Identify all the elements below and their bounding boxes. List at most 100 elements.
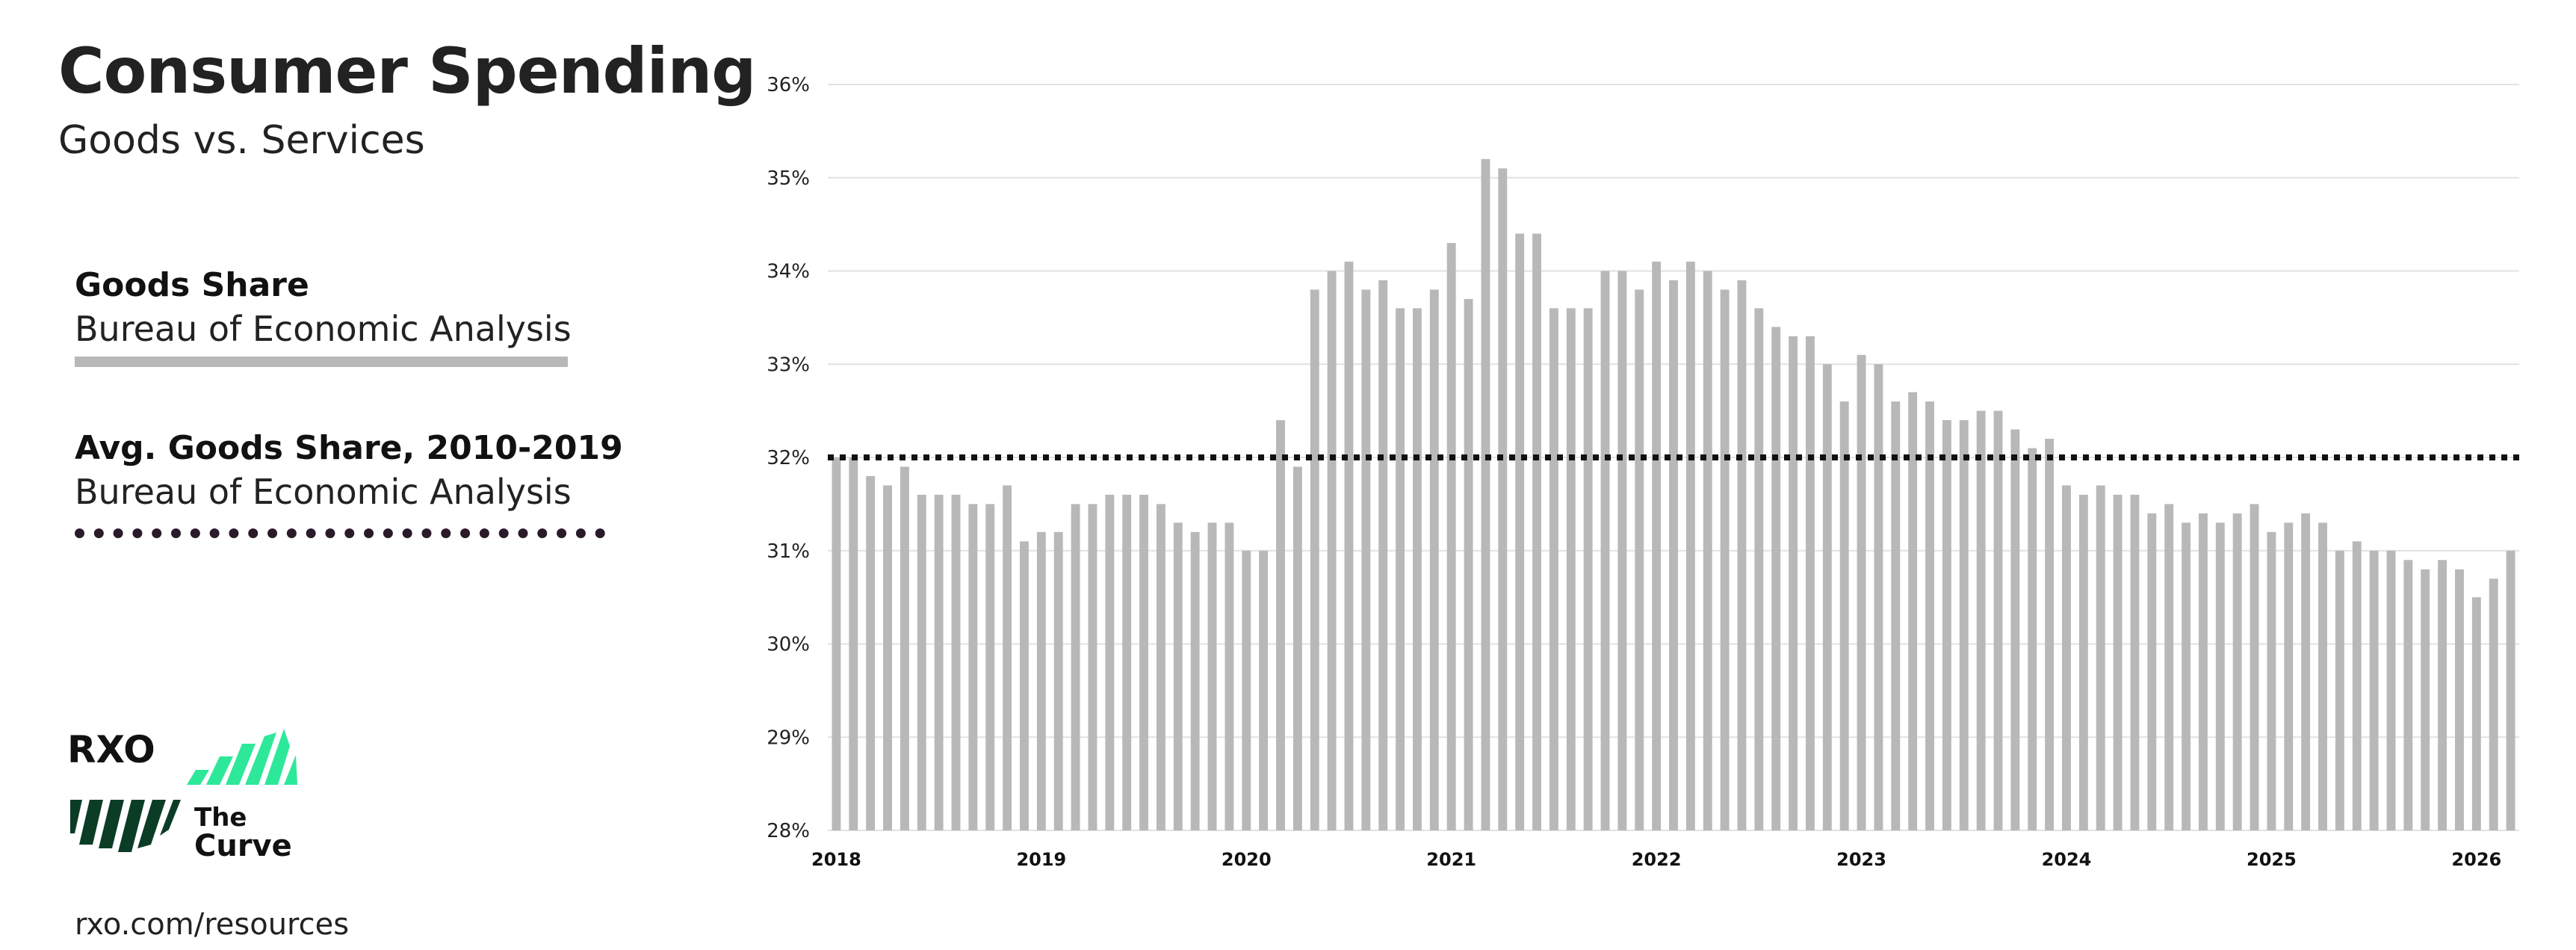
bar <box>2506 550 2515 830</box>
bar <box>1908 392 1918 830</box>
bar <box>1532 233 1541 831</box>
bar <box>2489 579 2498 830</box>
bar <box>1959 420 1969 830</box>
bar <box>1276 420 1285 830</box>
bar <box>1703 271 1712 830</box>
bar <box>1737 280 1747 831</box>
y-tick-label: 36% <box>767 74 810 96</box>
bar <box>917 494 926 830</box>
bar <box>1515 233 1525 831</box>
y-tick-label: 28% <box>767 820 810 842</box>
bar <box>1839 401 1849 830</box>
legend-swatch-dotted <box>75 528 605 538</box>
bar <box>1396 308 1405 830</box>
legend-label: Avg. Goods Share, 2010-2019 <box>75 429 623 467</box>
bar <box>1481 158 1490 831</box>
bar <box>1190 531 1200 830</box>
bar <box>2096 485 2105 830</box>
bar <box>883 485 892 830</box>
bar <box>1327 271 1337 830</box>
bar <box>1771 327 1781 831</box>
bar <box>2010 429 2020 830</box>
bar <box>1754 308 1764 830</box>
bar <box>2028 448 2037 830</box>
bar <box>2438 560 2447 830</box>
bar <box>1976 410 1986 830</box>
bar <box>1310 289 1319 830</box>
bar <box>1566 308 1576 830</box>
bar <box>1003 485 1012 830</box>
bar <box>2198 513 2208 830</box>
bar <box>1224 522 1234 830</box>
x-axis-ticks: 2018 2019 2020 2021 2022 2023 2024 2025 2026 <box>811 849 2501 870</box>
bar <box>2182 522 2191 830</box>
bar <box>951 494 961 830</box>
bar <box>1361 289 1371 830</box>
y-tick-label: 31% <box>767 540 810 563</box>
x-tick-label: 2020 <box>1222 849 1272 870</box>
logo-dark-stripes-icon <box>70 800 181 852</box>
legend-source: Bureau of Economic Analysis <box>75 472 572 512</box>
bar <box>1617 271 1627 830</box>
bar <box>1071 504 1080 830</box>
bar <box>1498 168 1508 830</box>
bar <box>1583 308 1593 830</box>
x-tick-label: 2021 <box>1426 849 1476 870</box>
bar <box>832 457 841 830</box>
bar <box>934 494 944 830</box>
x-tick-label: 2026 <box>2451 849 2501 870</box>
bar <box>2284 522 2294 830</box>
bar <box>1857 354 1866 830</box>
legend-label: Goods Share <box>75 266 309 304</box>
bar <box>2403 560 2413 830</box>
bar <box>1105 494 1115 830</box>
bar <box>2455 569 2464 830</box>
bar <box>2147 513 2157 830</box>
bar <box>1036 531 1046 830</box>
bar-layer <box>832 158 2515 831</box>
legend-item-avg-goods-share: Avg. Goods Share, 2010-2019 Bureau of Ec… <box>75 429 623 538</box>
bar <box>1720 289 1730 830</box>
y-tick-label: 30% <box>767 634 810 656</box>
bar <box>1806 336 1815 830</box>
logo-brand-text: RXO <box>67 728 155 771</box>
bar <box>2318 522 2327 830</box>
bar <box>1020 541 1029 830</box>
bar <box>2421 569 2430 830</box>
bar <box>2352 541 2362 830</box>
logo-product-line1: The <box>194 803 247 833</box>
page-subtitle: Goods vs. Services <box>58 118 425 163</box>
bar <box>1088 504 1097 830</box>
y-tick-label: 33% <box>767 354 810 376</box>
x-tick-label: 2019 <box>1016 849 1066 870</box>
x-tick-label: 2018 <box>811 849 861 870</box>
bar <box>1822 364 1832 830</box>
bar <box>2471 597 2481 830</box>
bar <box>1789 336 1798 830</box>
bar <box>1139 494 1149 830</box>
bar <box>1549 308 1558 830</box>
bar <box>1413 308 1422 830</box>
bar <box>1942 420 1951 830</box>
bar <box>2130 494 2140 830</box>
bar <box>2386 550 2396 830</box>
logo-green-stripes-icon <box>187 729 297 785</box>
bar <box>1242 550 1251 830</box>
y-axis-ticks: 28% 29% 30% 31% 32% 33% 34% 35% 36% <box>767 74 810 842</box>
bar <box>2301 513 2311 830</box>
bar <box>2078 494 2088 830</box>
bar <box>2113 494 2123 830</box>
bar <box>1685 262 1695 830</box>
bar <box>1429 289 1439 830</box>
x-tick-label: 2024 <box>2042 849 2092 870</box>
bar <box>1344 262 1354 830</box>
footer-url[interactable]: rxo.com/resources <box>75 907 350 942</box>
bar <box>1652 262 1662 830</box>
logo-product-line2: Curve <box>194 829 292 863</box>
x-tick-label: 2025 <box>2247 849 2297 870</box>
rxo-the-curve-logo: RXO The Curve <box>67 728 297 863</box>
legend-swatch-solid <box>75 357 568 367</box>
bar <box>866 475 876 830</box>
bar <box>2335 550 2344 830</box>
bar <box>2369 550 2379 830</box>
